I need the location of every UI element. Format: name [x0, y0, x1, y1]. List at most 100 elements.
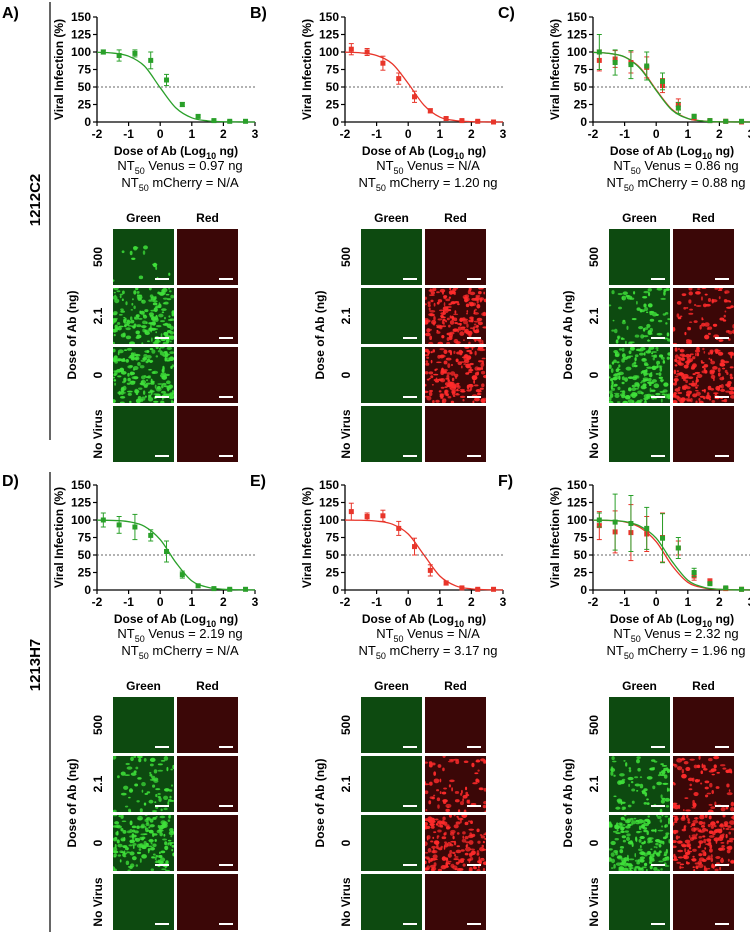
- cell: [129, 400, 132, 403]
- micrograph: [361, 874, 422, 930]
- data-point: [148, 57, 154, 63]
- cell: [658, 376, 664, 379]
- cell: [134, 353, 141, 357]
- cell: [676, 766, 683, 771]
- cell: [634, 852, 637, 858]
- cell: [441, 334, 445, 339]
- cell: [707, 298, 712, 303]
- row-header: No Virus: [339, 877, 353, 926]
- cell: [129, 851, 135, 856]
- data-point: [660, 535, 666, 541]
- cell: [483, 291, 486, 295]
- cell: [157, 824, 160, 829]
- cell: [729, 828, 734, 831]
- cell: [673, 804, 680, 810]
- cell: [129, 820, 133, 826]
- cell: [450, 371, 456, 376]
- micrograph: [609, 874, 670, 930]
- cell: [673, 830, 677, 835]
- cell: [476, 869, 481, 871]
- row-header: No Virus: [91, 877, 105, 926]
- cell: [457, 330, 460, 333]
- cell: [166, 347, 173, 350]
- column-header: Red: [444, 679, 467, 693]
- x-axis-label-sub: 10: [454, 619, 464, 629]
- cell: [155, 788, 161, 791]
- y-tick-label: 25: [326, 98, 340, 112]
- cell: [454, 310, 457, 314]
- x-tick-label: -1: [123, 127, 134, 141]
- cell: [664, 815, 669, 818]
- cell: [441, 791, 447, 795]
- cell: [614, 328, 618, 334]
- cell: [162, 838, 167, 841]
- cell: [727, 858, 730, 862]
- cell: [713, 764, 717, 769]
- cell: [113, 288, 119, 291]
- cell: [656, 781, 662, 786]
- cell: [626, 295, 633, 300]
- cell: [635, 837, 638, 843]
- data-point: [739, 586, 745, 592]
- micrograph: [113, 229, 174, 285]
- cell: [431, 850, 436, 854]
- cell: [695, 305, 702, 307]
- cell: [435, 399, 440, 403]
- cell: [708, 770, 715, 773]
- cell: [449, 350, 453, 356]
- cell: [618, 780, 625, 785]
- grid-axis-label: Dose of Ab (ng): [313, 759, 327, 848]
- micrograph-background: [609, 229, 670, 285]
- cell: [448, 758, 455, 762]
- cell: [161, 384, 164, 389]
- cell: [632, 375, 639, 379]
- nt50-value: Venus = 2.19 ng: [145, 626, 243, 641]
- row-header: 500: [91, 247, 105, 267]
- micrograph-background: [673, 229, 734, 285]
- cell: [710, 806, 716, 809]
- cell: [425, 790, 429, 795]
- cell: [161, 868, 167, 871]
- cell: [724, 290, 730, 294]
- cell: [620, 830, 625, 833]
- cell: [451, 291, 457, 295]
- cell: [469, 366, 472, 370]
- column-header: Green: [374, 211, 409, 225]
- cell: [123, 349, 128, 352]
- cell: [702, 852, 707, 857]
- data-point: [628, 62, 634, 68]
- cell: [145, 822, 150, 826]
- cell: [636, 307, 641, 311]
- cell: [466, 323, 469, 328]
- cell: [660, 799, 666, 804]
- cell: [444, 386, 448, 388]
- cell: [437, 378, 444, 381]
- cell: [437, 868, 443, 871]
- data-point: [660, 78, 666, 84]
- cell: [451, 787, 453, 792]
- cell: [619, 849, 624, 854]
- cell: [469, 832, 473, 837]
- cell: [459, 388, 465, 391]
- cell: [166, 298, 172, 301]
- cell: [644, 818, 650, 822]
- cell: [142, 320, 147, 325]
- data-point: [380, 513, 386, 519]
- data-point: [459, 118, 465, 124]
- cell: [699, 395, 705, 398]
- cell: [694, 778, 700, 783]
- cell: [476, 828, 480, 833]
- cell: [631, 820, 637, 825]
- x-axis-label: Dose of Ab (Log10 ng): [362, 612, 486, 629]
- cell: [691, 806, 696, 809]
- cell: [708, 757, 713, 762]
- row-header: No Virus: [587, 409, 601, 458]
- cell: [616, 855, 623, 860]
- cell: [149, 773, 153, 777]
- cell: [717, 367, 721, 373]
- cell: [626, 862, 629, 866]
- cell: [725, 828, 730, 830]
- cell: [609, 825, 612, 828]
- cell: [717, 289, 723, 292]
- cell: [700, 361, 705, 364]
